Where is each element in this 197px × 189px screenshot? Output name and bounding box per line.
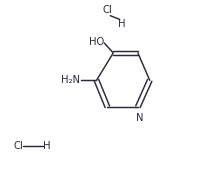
Text: H₂N: H₂N bbox=[61, 75, 80, 85]
Text: H: H bbox=[43, 141, 50, 150]
Text: HO: HO bbox=[89, 37, 104, 46]
Text: Cl: Cl bbox=[14, 141, 24, 150]
Text: N: N bbox=[136, 113, 144, 123]
Text: H: H bbox=[118, 19, 126, 29]
Text: Cl: Cl bbox=[102, 5, 112, 15]
